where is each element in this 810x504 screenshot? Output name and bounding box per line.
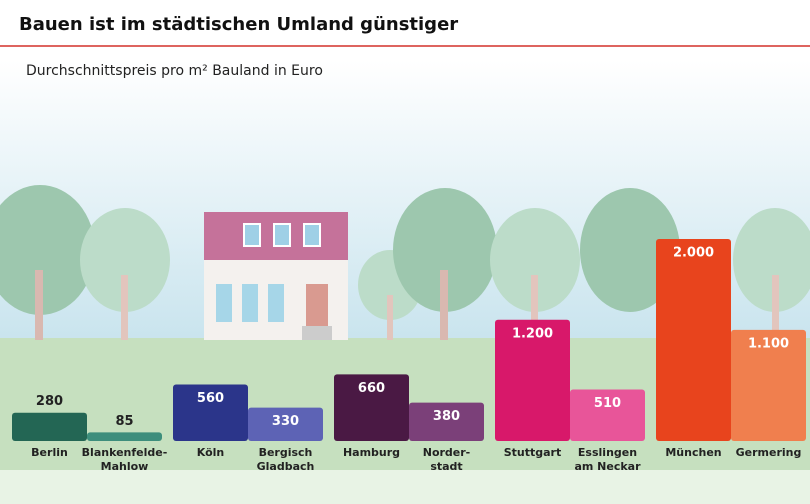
chart-title: Bauen ist im städtischen Umland günstige… — [19, 14, 458, 35]
chart-subtitle: Durchschnittspreis pro m² Bauland in Eur… — [26, 63, 323, 79]
bar — [656, 239, 731, 441]
bar — [409, 402, 484, 441]
x-tick-label: Esslingen am Neckar — [574, 446, 641, 473]
bar — [731, 329, 806, 441]
x-tick-label: Hamburg — [343, 446, 400, 459]
header-bg — [0, 0, 810, 46]
value-label: 560 — [197, 391, 224, 406]
value-label: 1.200 — [512, 326, 553, 341]
value-label: 330 — [272, 414, 299, 429]
value-label: 1.100 — [748, 336, 789, 351]
x-tick-label: Köln — [197, 446, 225, 459]
bar — [570, 389, 645, 441]
x-tick-label: Berlin — [31, 446, 68, 459]
bar — [248, 407, 323, 441]
x-tick-label: Bergisch Gladbach — [257, 446, 315, 473]
bar — [173, 384, 248, 441]
bar — [12, 412, 87, 441]
value-label: 660 — [358, 381, 385, 396]
value-label: 85 — [115, 414, 133, 429]
x-tick-label: München — [665, 446, 721, 459]
x-tick-label: Blankenfelde-Mahlow — [82, 446, 168, 473]
bar — [334, 374, 409, 441]
value-label: 2.000 — [673, 246, 714, 261]
bar — [87, 432, 162, 441]
x-tick-label: Stuttgart — [504, 446, 562, 459]
x-tick-label: Norder-stadt — [423, 446, 471, 473]
bar — [495, 319, 570, 441]
value-label: 280 — [36, 394, 63, 409]
value-label: 510 — [594, 396, 621, 411]
x-tick-label: Germering — [736, 446, 802, 459]
value-label: 380 — [433, 409, 460, 424]
